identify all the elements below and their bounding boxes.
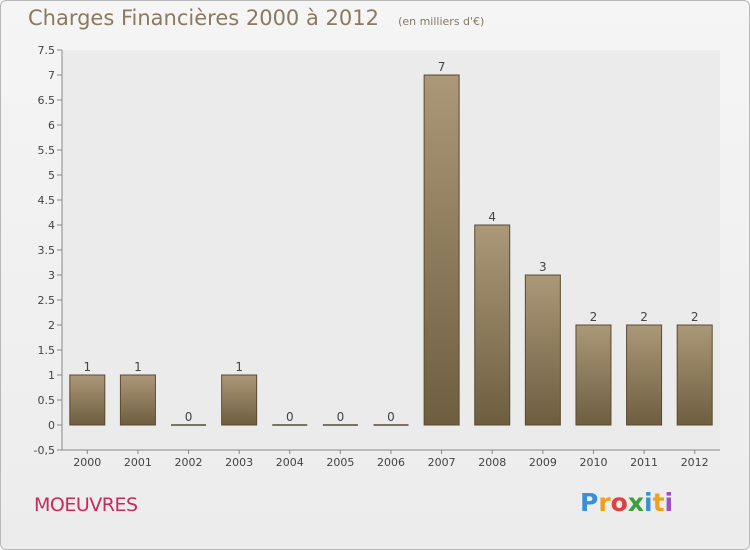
logo-letter: x [627, 488, 644, 517]
x-tick-label: 2009 [529, 456, 557, 469]
data-label: 0 [185, 410, 193, 424]
logo-letter: i [664, 488, 674, 517]
data-label: 1 [235, 360, 243, 374]
y-tick-label: 5 [48, 169, 55, 182]
data-label: 4 [488, 210, 496, 224]
x-tick-label: 2012 [681, 456, 709, 469]
logo-letter: o [610, 488, 628, 517]
data-label: 0 [337, 410, 345, 424]
y-tick-label: 7.5 [38, 44, 56, 57]
y-tick-label: 4 [48, 219, 55, 232]
y-tick-label: 7 [48, 69, 55, 82]
y-tick-label: 4.5 [38, 194, 56, 207]
plot-area [62, 50, 720, 450]
bar [119, 374, 156, 426]
y-tick-label: 0.5 [38, 394, 56, 407]
bar [676, 324, 713, 426]
y-tick-label: 6.5 [38, 94, 56, 107]
y-tick-label: 0 [48, 419, 55, 432]
data-label: 1 [134, 360, 142, 374]
data-label: 0 [286, 410, 294, 424]
x-tick-label: 2005 [326, 456, 354, 469]
logo-letter: i [644, 488, 653, 517]
data-label: 7 [438, 60, 446, 74]
logo-letter: t [652, 488, 665, 517]
x-tick-label: 2011 [630, 456, 658, 469]
x-tick-label: 2003 [225, 456, 253, 469]
chart-subtitle: (en milliers d'€) [398, 15, 485, 28]
data-label: 1 [83, 360, 91, 374]
y-tick-label: 1.5 [38, 344, 56, 357]
data-label: 3 [539, 260, 547, 274]
x-tick-label: 2010 [579, 456, 607, 469]
y-tick-label: -0,5 [34, 444, 55, 457]
y-tick-label: 2.5 [38, 294, 56, 307]
data-label: 0 [387, 410, 395, 424]
y-tick-label: 3.5 [38, 244, 56, 257]
commune-name: MOEUVRES [34, 494, 138, 516]
proxiti-logo: Proxiti [580, 488, 673, 517]
data-label: 2 [691, 310, 699, 324]
chart-title: Charges Financières 2000 à 2012 [28, 6, 379, 30]
x-tick-label: 2000 [73, 456, 101, 469]
x-tick-label: 2001 [124, 456, 152, 469]
logo-letter: r [598, 488, 611, 517]
y-tick-label: 3 [48, 269, 55, 282]
bar [221, 374, 258, 426]
y-tick-label: 6 [48, 119, 55, 132]
x-tick-label: 2004 [276, 456, 304, 469]
bar [524, 274, 561, 426]
x-tick-label: 2007 [428, 456, 456, 469]
title-row: Charges Financières 2000 à 2012 (en mill… [28, 6, 484, 30]
y-tick-label: 5.5 [38, 144, 56, 157]
bar [626, 324, 663, 426]
bar [575, 324, 612, 426]
x-tick-label: 2002 [175, 456, 203, 469]
bar [69, 374, 106, 426]
y-tick-label: 1 [48, 369, 55, 382]
data-label: 2 [590, 310, 598, 324]
bar [423, 74, 460, 426]
bar [474, 224, 511, 426]
logo-letter: P [580, 488, 599, 517]
y-tick-label: 2 [48, 319, 55, 332]
data-label: 2 [640, 310, 648, 324]
x-tick-label: 2006 [377, 456, 405, 469]
x-tick-label: 2008 [478, 456, 506, 469]
